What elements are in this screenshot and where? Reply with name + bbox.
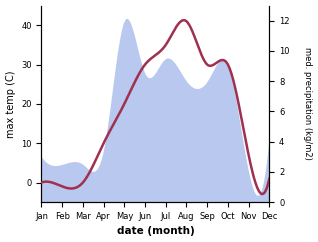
Y-axis label: med. precipitation (kg/m2): med. precipitation (kg/m2) <box>303 47 313 160</box>
X-axis label: date (month): date (month) <box>116 227 194 236</box>
Y-axis label: max temp (C): max temp (C) <box>5 70 16 138</box>
